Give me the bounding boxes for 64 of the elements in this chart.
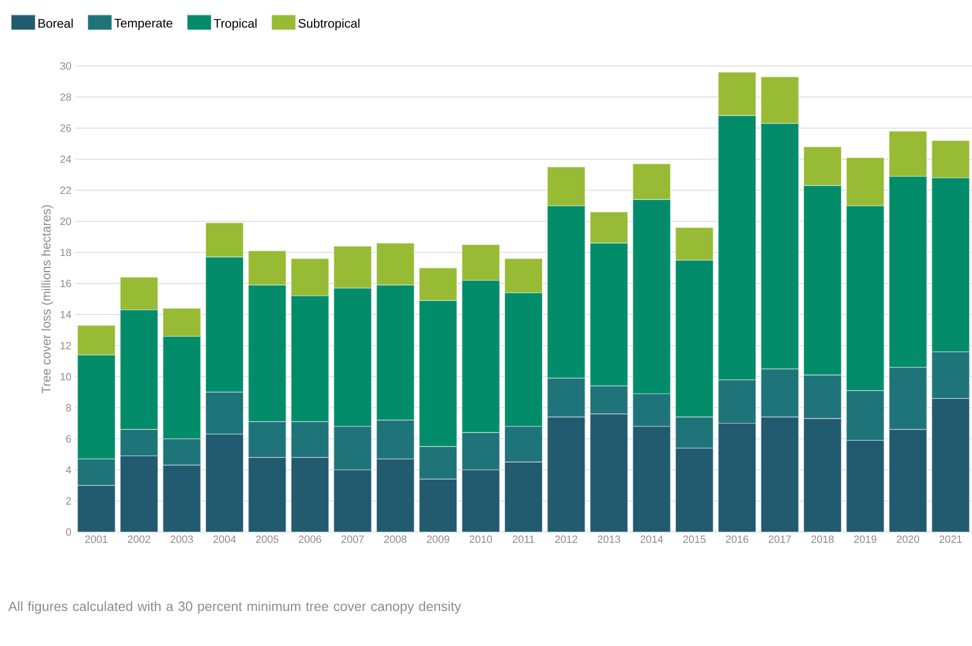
x-tick-label: 2009: [426, 536, 450, 543]
y-tick-label: 14: [60, 310, 72, 318]
y-tick-label: 4: [66, 466, 72, 474]
x-tick-label: 2002: [128, 536, 150, 543]
x-tick-label: 2013: [598, 536, 620, 543]
x-tick-label: 2008: [384, 536, 407, 543]
bar: [932, 140, 970, 178]
x-tick-label: 2020: [896, 536, 920, 543]
bar: [205, 222, 244, 258]
bar: [632, 164, 671, 200]
bar: [290, 258, 330, 296]
bar: [77, 325, 116, 356]
bar: [760, 76, 799, 124]
y-tick-label: 26: [60, 124, 72, 132]
y-tick-label: 6: [66, 435, 72, 443]
x-tick-label: 2007: [342, 536, 364, 543]
y-tick-label: 28: [60, 93, 72, 101]
x-tick-label: 2021: [940, 536, 962, 543]
legend-label: Boreal: [38, 18, 73, 28]
y-tick-label: 24: [60, 156, 72, 163]
x-tick-label: 2010: [470, 536, 492, 543]
x-tick-label: 2017: [768, 536, 791, 543]
text: All figures calculated with a 30 percent minimum tree cover canopy density: [8, 601, 462, 614]
y-tick-label: 12: [60, 342, 71, 350]
x-tick-label: 2014: [640, 536, 663, 543]
y-tick-label: 22: [60, 186, 71, 194]
bar: [418, 268, 458, 301]
legend-label: Temperate: [114, 18, 172, 30]
bar: [718, 72, 756, 116]
bar: [120, 276, 158, 310]
x-tick-label: 2015: [683, 536, 706, 543]
y-tick-label: 10: [60, 372, 72, 380]
y-tick-label: 20: [60, 218, 72, 226]
x-tick-label: 2016: [726, 536, 748, 543]
x-tick-label: 2011: [512, 536, 534, 543]
bar: [462, 244, 500, 281]
y-tick-label: 30: [60, 62, 72, 70]
bar: [504, 258, 543, 294]
bar: [675, 227, 714, 260]
bar: [334, 246, 372, 288]
x-tick-label: 2019: [854, 536, 876, 543]
x-tick-label: 2005: [256, 536, 278, 543]
y-axis-title: Tree cover loss (millions hectares): [41, 205, 54, 394]
bar: [590, 212, 628, 244]
bar: [547, 166, 586, 206]
legend-label: Subtropical: [298, 18, 360, 30]
x-tick-label: 2012: [555, 536, 578, 543]
y-tick-label: 0: [66, 528, 72, 536]
y-tick-label: 18: [60, 248, 72, 256]
y-tick-label: 2: [66, 497, 71, 505]
x-tick-label: 2006: [298, 536, 322, 543]
y-tick-label: 8: [66, 404, 72, 412]
bar: [803, 146, 842, 186]
bar: [846, 157, 884, 206]
x-tick-label: 2003: [170, 536, 193, 543]
y-tick-label: 16: [60, 280, 72, 288]
x-tick-label: 2001: [85, 536, 108, 543]
bar: [248, 250, 286, 286]
legend-label: Tropical: [214, 18, 256, 30]
bar: [888, 130, 928, 177]
bar: [162, 308, 201, 337]
bar: [376, 242, 414, 286]
x-tick-label: 2018: [811, 536, 834, 543]
x-tick-label: 2004: [213, 536, 236, 543]
